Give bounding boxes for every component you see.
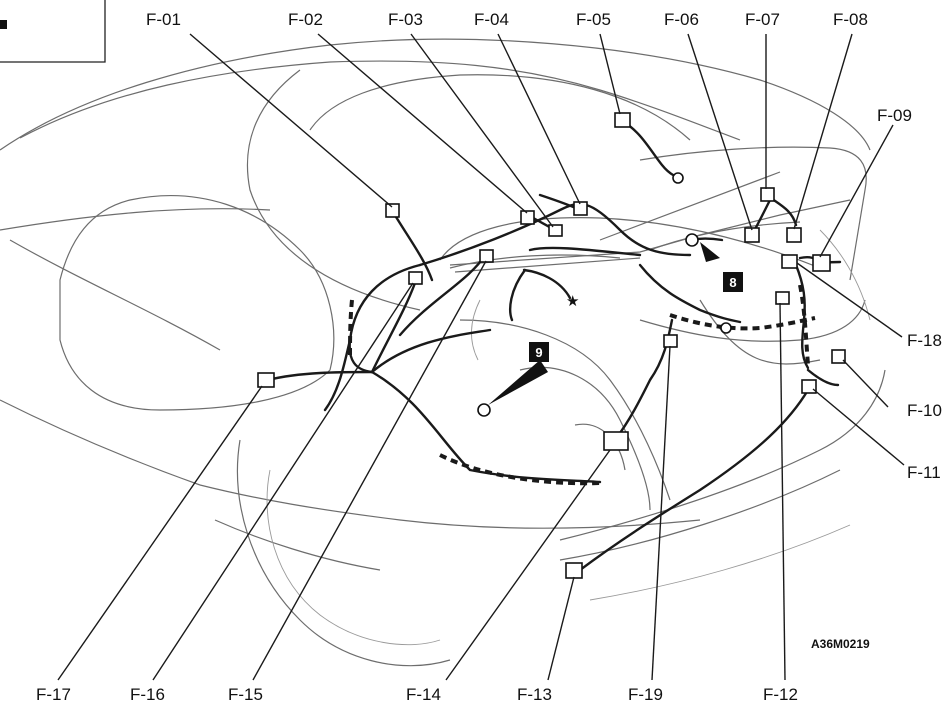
label-f09: F-09 [877, 106, 912, 125]
connector-f04 [573, 201, 588, 216]
connector-f12 [775, 291, 790, 305]
connector-f16 [408, 271, 423, 285]
corner-box [0, 0, 106, 63]
ground-ring [685, 233, 699, 247]
label-f17: F-17 [36, 685, 71, 704]
ground-ring [672, 172, 684, 184]
callout-8-label: 8 [729, 275, 736, 290]
label-f11: F-11 [907, 463, 941, 482]
label-f18: F-18 [907, 331, 942, 350]
wiring-harness [266, 118, 842, 572]
connector-f05 [614, 112, 631, 128]
connector-f19 [663, 334, 678, 348]
star-marker: ★ [566, 292, 579, 310]
connector-f03 [548, 224, 563, 237]
label-f06: F-06 [664, 10, 699, 29]
label-f15: F-15 [228, 685, 263, 704]
callout-9: 9 [488, 342, 549, 405]
connector-f17 [257, 372, 275, 388]
label-f08: F-08 [833, 10, 868, 29]
label-f07: F-07 [745, 10, 780, 29]
label-f14: F-14 [406, 685, 441, 704]
connector-f08 [786, 227, 802, 243]
label-f13: F-13 [517, 685, 552, 704]
labels: F-01 F-02 F-03 F-04 F-05 F-06 F-07 F-08 … [36, 10, 942, 704]
callout-8: 8 [700, 242, 743, 292]
label-f19: F-19 [628, 685, 663, 704]
diagram-code: A36M0219 [811, 637, 870, 651]
leader-lines [57, 33, 905, 681]
ground-ring [720, 322, 732, 334]
trunk-lid [449, 171, 851, 273]
connector-f11 [801, 379, 817, 394]
connector-f14 [603, 431, 629, 451]
connectors: ★ [257, 112, 846, 579]
connector-f13 [565, 562, 583, 579]
label-f04: F-04 [474, 10, 509, 29]
connector-f01 [385, 203, 400, 218]
callout-9-label: 9 [535, 345, 542, 360]
label-f10: F-10 [907, 401, 942, 420]
connector-f18 [781, 254, 798, 269]
label-f02: F-02 [288, 10, 323, 29]
label-f03: F-03 [388, 10, 423, 29]
label-f12: F-12 [763, 685, 798, 704]
label-f01: F-01 [146, 10, 181, 29]
connector-f02 [520, 210, 535, 225]
connector-f10 [831, 349, 846, 364]
connector-f07 [760, 187, 775, 202]
connector-f09 [812, 254, 831, 272]
connector-f15 [479, 249, 494, 263]
ground-ring [477, 403, 491, 417]
connector-f06 [744, 227, 760, 243]
label-f05: F-05 [576, 10, 611, 29]
label-f16: F-16 [130, 685, 165, 704]
